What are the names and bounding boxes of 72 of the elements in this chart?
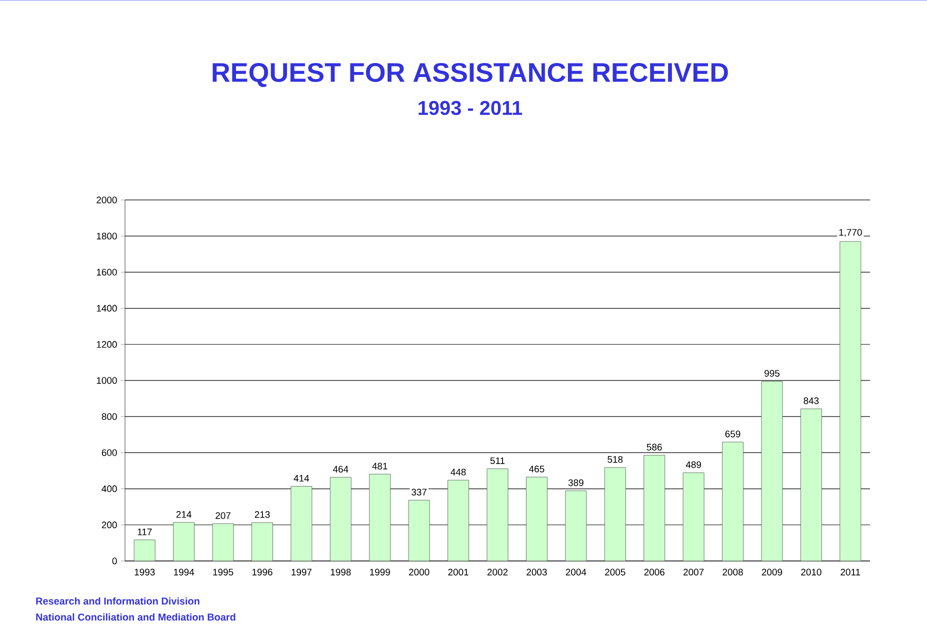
x-tick-label: 2009 [762,568,782,576]
y-tick-label: 400 [102,485,117,492]
data-label: 214 [176,511,192,518]
x-tick-label: 2005 [605,568,626,576]
bar [800,408,822,561]
data-label: 511 [490,457,505,464]
data-label: 464 [332,466,348,473]
bar [448,480,469,561]
chart-title: REQUEST FOR ASSISTANCE RECEIVED [212,62,728,88]
y-tick-label: 1800 [96,232,117,240]
x-tick-label: 2000 [409,568,430,576]
bar [604,467,626,561]
y-tick-label: 1400 [96,304,117,312]
bar [840,241,862,561]
data-label: 389 [568,479,584,486]
x-tick-label: 2008 [722,568,743,576]
y-tick-label: 1600 [96,268,117,276]
y-tick-label: 1200 [96,341,117,348]
y-tick-label: 600 [102,449,117,456]
x-tick-label: 1994 [174,568,194,576]
y-tick-label: 1000 [96,377,117,384]
y-tick-label: 200 [102,522,117,528]
bar [761,381,782,561]
x-tick-label: 2006 [644,568,664,576]
x-tick-label: 2011 [840,568,860,576]
x-tick-label: 1998 [330,568,351,576]
data-label: 1,770 [839,228,862,237]
x-tick-label: 2010 [801,568,822,576]
bar [487,468,508,561]
bar [173,522,194,561]
bar [290,486,312,561]
data-label: 213 [254,511,270,518]
x-tick-label: 2003 [526,568,547,576]
data-label: 207 [216,512,230,519]
text: Research and Information Division [36,597,200,605]
data-label: 586 [646,444,662,451]
y-tick-label: 2000 [96,196,117,204]
bar [330,477,352,561]
x-tick-label: 2001 [448,568,468,576]
data-label: 995 [764,370,780,377]
x-tick-label: 2007 [684,568,704,576]
y-tick-label: 800 [102,413,117,420]
data-label: 659 [725,430,740,438]
bar [683,472,704,561]
x-tick-label: 1995 [213,568,234,576]
x-tick-label: 2004 [566,568,586,576]
bar [369,474,390,561]
x-tick-label: 1997 [292,568,312,576]
data-label: 843 [804,397,819,404]
bar [408,500,430,561]
bar [252,522,273,561]
data-label: 465 [529,466,544,472]
x-tick-label: 2002 [487,568,508,576]
bar [134,540,156,561]
chart-subtitle: 1993 - 2011 [418,100,522,116]
bar [644,455,665,561]
bar [212,524,234,561]
data-label: 489 [686,461,702,468]
data-label: 337 [412,488,427,496]
text: National Conciliation and Mediation Board [36,613,236,621]
x-tick-label: 1993 [134,568,155,576]
data-label: 518 [608,456,623,463]
x-tick-label: 1999 [370,568,390,576]
data-label: 117 [138,528,152,536]
bar [565,490,586,561]
bar [526,477,548,561]
bar [722,442,744,561]
data-label: 481 [372,462,388,470]
y-tick-label: 0 [112,558,117,564]
data-label: 448 [450,468,466,476]
x-tick-label: 1996 [252,568,272,576]
data-label: 414 [294,475,310,482]
